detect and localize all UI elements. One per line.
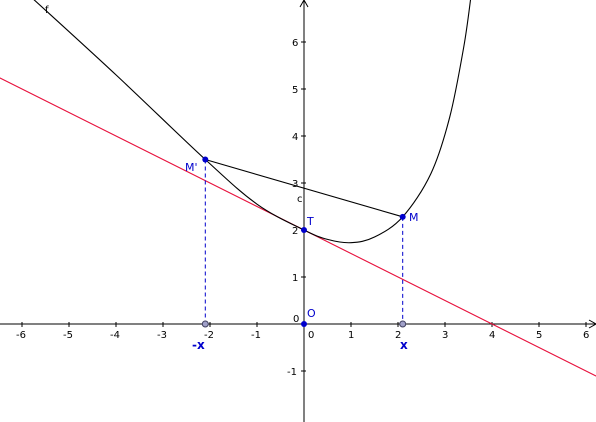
y-origin-tick-label: 0 xyxy=(293,314,299,325)
x-tick-label: -4 xyxy=(110,330,120,341)
x-tick-label: -5 xyxy=(63,330,73,341)
x-origin-tick-label: 0 xyxy=(308,330,314,341)
point-o-label: O xyxy=(307,307,316,320)
x-tick-label: 2 xyxy=(395,330,401,341)
curve-f[interactable] xyxy=(31,0,472,244)
x-tick-label: -6 xyxy=(16,330,26,341)
point-t[interactable] xyxy=(301,227,307,233)
point-m[interactable] xyxy=(399,213,406,220)
point-t-label: T xyxy=(306,215,314,228)
x-ticks: -6 -5 -4 -3 -2 -1 1 2 3 4 5 6 xyxy=(16,322,589,341)
y-tick-label: 1 xyxy=(292,273,298,284)
point-m-prime[interactable] xyxy=(202,156,209,163)
x-tick-label: -2 xyxy=(204,330,214,341)
curve-f-label: f xyxy=(45,5,49,16)
x-axis-arrow xyxy=(588,319,596,329)
x-tick-label: -3 xyxy=(157,330,167,341)
y-tick-label: 2 xyxy=(292,226,298,237)
neg-x-point-label: -x xyxy=(192,338,205,352)
x-tick-label: -1 xyxy=(251,330,261,341)
y-tick-label: 3 xyxy=(292,179,298,190)
y-ticks: -1 1 2 3 4 5 6 xyxy=(287,38,306,378)
segment-c[interactable] xyxy=(205,158,403,218)
point-neg-x[interactable] xyxy=(201,320,209,328)
x-tick-label: 6 xyxy=(583,330,589,341)
point-x[interactable] xyxy=(399,320,407,328)
x-tick-label: 3 xyxy=(442,330,448,341)
y-tick-label: 4 xyxy=(292,132,298,143)
y-tick-label: 5 xyxy=(292,85,298,96)
segment-c-label: c xyxy=(297,194,303,205)
x-point-label: x xyxy=(400,338,408,352)
x-tick-label: 5 xyxy=(536,330,542,341)
x-tick-label: 1 xyxy=(348,330,354,341)
point-m-label: M xyxy=(409,211,419,224)
y-tick-label: -1 xyxy=(287,367,297,378)
point-m-prime-label: M' xyxy=(185,161,198,174)
y-axis-arrow xyxy=(299,0,309,8)
point-o[interactable] xyxy=(301,321,307,327)
y-tick-label: 6 xyxy=(292,38,298,49)
x-tick-label: 4 xyxy=(489,330,495,341)
